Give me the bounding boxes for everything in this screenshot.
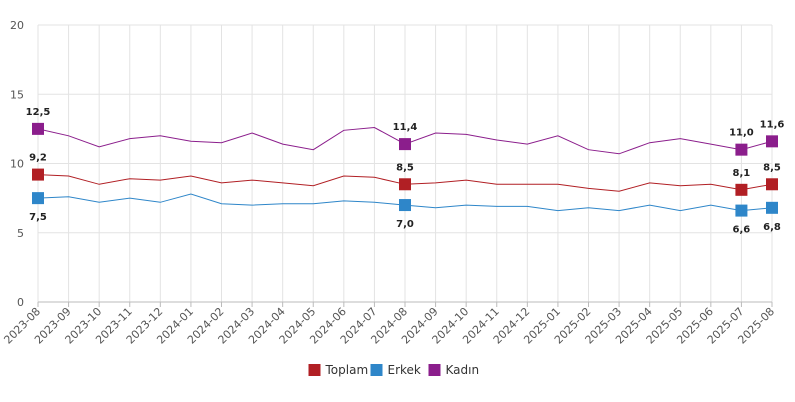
data-label: 8,5 xyxy=(763,162,781,173)
data-label: 8,5 xyxy=(396,162,414,173)
data-label: 11,4 xyxy=(393,122,418,133)
data-point-marker[interactable] xyxy=(32,168,44,181)
legend-swatch xyxy=(370,364,383,376)
data-point-marker[interactable] xyxy=(735,204,748,217)
data-label: 9,2 xyxy=(29,153,47,164)
data-label: 11,0 xyxy=(729,128,754,139)
legend-label: Kadın xyxy=(446,363,480,377)
legend-item-erkek[interactable]: Erkek xyxy=(370,363,421,377)
y-tick-label: 0 xyxy=(17,296,24,309)
data-point-marker[interactable] xyxy=(399,199,411,212)
data-point-marker[interactable] xyxy=(399,178,411,191)
y-tick-label: 10 xyxy=(10,158,24,171)
legend-item-toplam[interactable]: Toplam xyxy=(308,363,369,377)
data-point-marker[interactable] xyxy=(766,201,778,214)
data-point-marker[interactable] xyxy=(766,135,778,148)
data-point-marker[interactable] xyxy=(766,178,778,191)
data-point-marker[interactable] xyxy=(32,192,44,205)
data-label: 6,6 xyxy=(733,225,751,236)
legend-item-kadın[interactable]: Kadın xyxy=(428,363,480,377)
data-label: 6,8 xyxy=(763,222,781,233)
data-point-marker[interactable] xyxy=(32,122,44,135)
legend-label: Erkek xyxy=(388,363,421,377)
grid xyxy=(37,24,773,303)
legend-swatch xyxy=(308,364,321,376)
data-label: 11,6 xyxy=(760,119,785,130)
data-labels: 9,2 8,5 8,1 8,5 7,5 7,0 6,6 6,8 12,5 11,4 11,0 11,6 xyxy=(26,107,785,236)
data-point-marker[interactable] xyxy=(735,143,748,156)
data-label: 7,5 xyxy=(29,212,47,223)
series-markers xyxy=(32,122,778,217)
legend-swatch xyxy=(428,364,441,376)
data-point-marker[interactable] xyxy=(399,138,411,151)
legend-label: Toplam xyxy=(325,363,369,377)
axes: 051015202023-082023-092023-102023-112023… xyxy=(1,19,777,347)
data-label: 7,0 xyxy=(396,219,414,230)
y-tick-label: 15 xyxy=(10,88,24,101)
data-label: 8,1 xyxy=(733,168,751,179)
legend: Toplam Erkek Kadın xyxy=(308,363,480,377)
data-label: 12,5 xyxy=(26,107,51,118)
data-point-marker[interactable] xyxy=(735,183,748,196)
y-tick-label: 5 xyxy=(17,227,24,240)
y-tick-label: 20 xyxy=(10,19,24,32)
